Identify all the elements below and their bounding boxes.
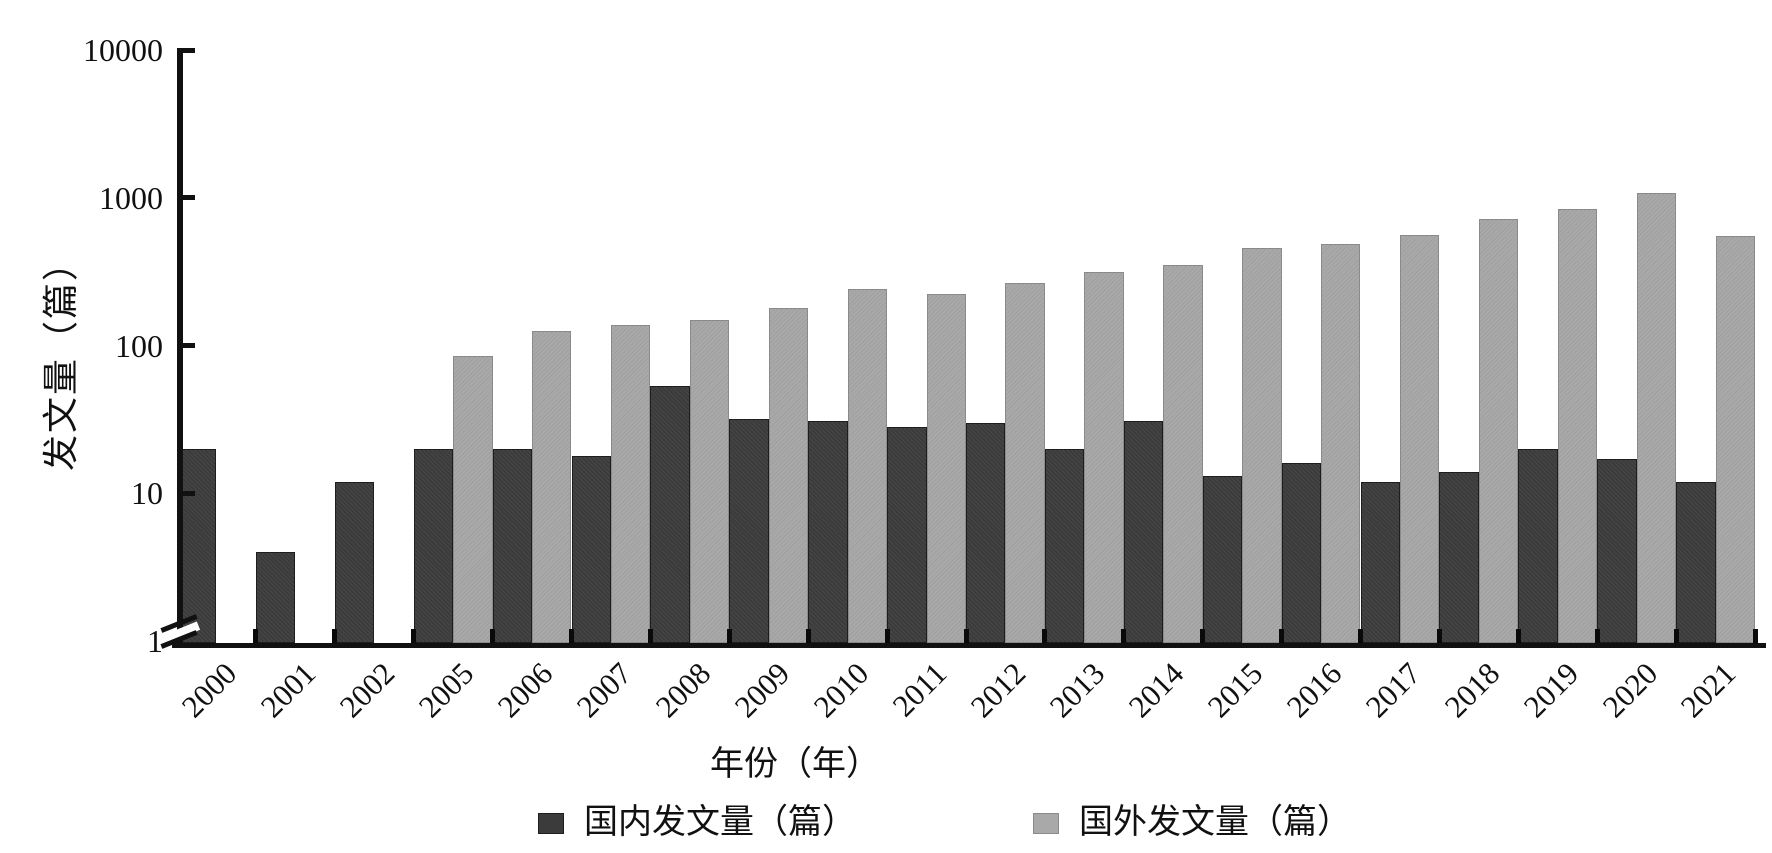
bar-foreign-2010	[847, 289, 888, 643]
legend-swatch-domestic	[538, 812, 564, 834]
x-tick-mark-16	[1436, 629, 1442, 643]
bar-foreign-2021	[1715, 236, 1755, 643]
x-tick-mark-17	[1515, 629, 1521, 643]
legend: 国内发文量（篇） 国外发文量（篇）	[0, 797, 1772, 841]
bar-domestic-2016	[1281, 463, 1322, 643]
x-axis-line	[172, 643, 1766, 648]
x-tick-mark-5	[569, 629, 574, 643]
y-tick-label-10: 10	[131, 475, 163, 512]
bar-domestic-2011	[887, 427, 927, 643]
bar-domestic-2000	[177, 448, 217, 643]
legend-label-foreign: 国外发文量（篇）	[1079, 804, 1351, 841]
bar-foreign-2014	[1163, 265, 1203, 643]
x-tick-label-2017: 2017	[1358, 655, 1428, 725]
x-tick-label-2001: 2001	[254, 655, 323, 725]
y-tick-label-1000: 1000	[99, 179, 163, 216]
bar-foreign-2018	[1478, 218, 1519, 643]
bar-domestic-2014	[1123, 420, 1164, 643]
x-tick-mark-3	[411, 629, 417, 643]
y-tick-mark-10	[183, 490, 195, 496]
bar-domestic-2008	[650, 386, 690, 643]
x-tick-mark-14	[1279, 629, 1285, 643]
x-tick-label-2000: 2000	[175, 655, 244, 725]
legend-item-domestic: 国内发文量（篇）	[538, 803, 856, 843]
x-tick-mark-7	[726, 629, 732, 643]
legend-label-domestic: 国内发文量（篇）	[584, 804, 856, 841]
x-tick-label-2002: 2002	[332, 655, 402, 725]
bar-domestic-2021	[1676, 481, 1716, 643]
legend-item-foreign: 国外发文量（篇）	[1033, 803, 1351, 843]
x-tick-label-2021: 2021	[1674, 655, 1743, 725]
x-tick-mark-13	[1200, 629, 1206, 643]
x-tick-mark-2	[332, 629, 338, 643]
bar-domestic-2018	[1439, 471, 1479, 643]
x-tick-label-2010: 2010	[806, 655, 875, 725]
y-tick-label-100: 100	[115, 327, 163, 364]
bar-foreign-2008	[689, 319, 730, 643]
bar-foreign-2006	[532, 331, 572, 643]
x-tick-mark-8	[805, 629, 811, 643]
x-tick-label-2012: 2012	[964, 655, 1033, 725]
x-tick-mark-19	[1673, 629, 1679, 643]
bar-domestic-2007	[571, 455, 611, 643]
bar-foreign-2012	[1005, 283, 1045, 643]
bar-domestic-2002	[334, 481, 375, 643]
x-tick-mark-10	[963, 629, 969, 643]
x-tick-label-2005: 2005	[411, 655, 481, 725]
bar-domestic-2020	[1597, 459, 1637, 643]
bar-domestic-2009	[729, 418, 769, 643]
bar-domestic-2012	[966, 422, 1006, 643]
x-tick-label-2016: 2016	[1279, 655, 1349, 725]
bar-domestic-2006	[492, 448, 533, 643]
y-tick-label-1: 1	[147, 623, 163, 659]
x-tick-label-2006: 2006	[490, 655, 560, 725]
bar-foreign-2007	[610, 325, 651, 643]
y-axis-line	[177, 48, 183, 648]
bar-domestic-2015	[1202, 476, 1243, 643]
x-tick-label-2020: 2020	[1595, 655, 1664, 725]
x-tick-mark-15	[1358, 629, 1363, 643]
bar-foreign-2009	[768, 307, 809, 643]
bar-foreign-2019	[1557, 209, 1598, 643]
bar-domestic-2019	[1518, 448, 1558, 643]
y-tick-mark-10000	[183, 47, 195, 53]
bar-foreign-2011	[926, 293, 966, 643]
x-tick-mark-4	[490, 629, 496, 643]
y-tick-mark-1000	[183, 195, 195, 201]
x-tick-mark-18	[1594, 629, 1600, 643]
x-tick-mark-9	[884, 629, 890, 643]
x-tick-mark-12	[1121, 629, 1127, 643]
bar-foreign-2017	[1399, 235, 1440, 643]
x-tick-label-2007: 2007	[569, 655, 639, 725]
x-tick-mark-20	[1752, 629, 1758, 643]
x-tick-mark-11	[1042, 629, 1048, 643]
x-tick-mark-1	[253, 629, 259, 643]
legend-swatch-foreign	[1033, 812, 1059, 834]
bar-foreign-2020	[1636, 192, 1677, 643]
y-tick-label-10000: 10000	[83, 32, 163, 69]
x-tick-label-2008: 2008	[648, 655, 718, 725]
bar-foreign-2016	[1321, 243, 1361, 643]
x-axis-title: 年份（年）	[710, 746, 880, 783]
bar-foreign-2015	[1242, 247, 1282, 643]
bar-domestic-2010	[808, 420, 848, 643]
x-tick-label-2011: 2011	[886, 655, 954, 724]
bar-domestic-2017	[1360, 481, 1400, 643]
bar-domestic-2001	[255, 552, 296, 643]
x-tick-label-2013: 2013	[1043, 655, 1112, 725]
x-tick-label-2015: 2015	[1200, 655, 1270, 725]
x-tick-label-2009: 2009	[727, 655, 797, 725]
bar-foreign-2013	[1084, 271, 1124, 643]
bar-foreign-2005	[453, 356, 493, 643]
x-tick-mark-6	[647, 629, 653, 643]
y-tick-mark-100	[183, 343, 195, 349]
bar-domestic-2005	[413, 448, 454, 643]
x-tick-label-2019: 2019	[1516, 655, 1586, 725]
bar-domestic-2013	[1044, 448, 1085, 643]
x-tick-label-2014: 2014	[1121, 655, 1191, 725]
x-tick-label-2018: 2018	[1437, 655, 1507, 725]
